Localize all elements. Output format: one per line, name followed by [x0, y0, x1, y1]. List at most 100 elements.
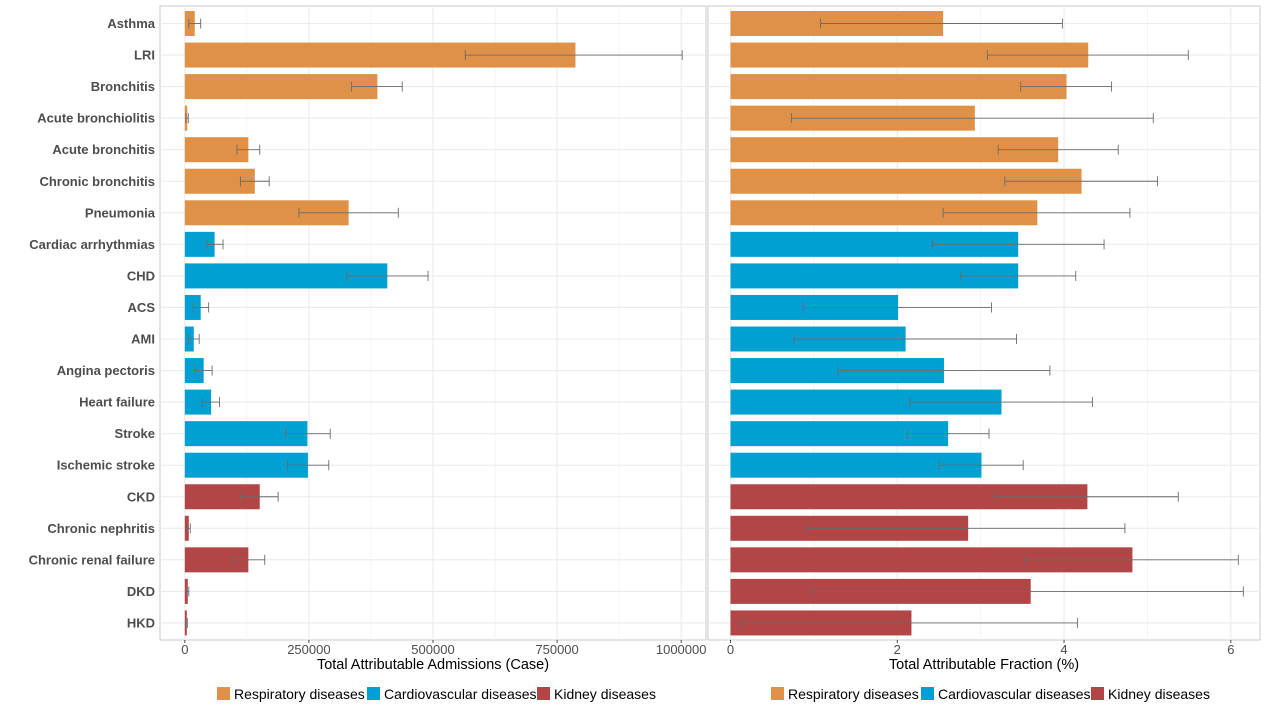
- error-bar: [810, 586, 1244, 597]
- legend-swatch: [537, 687, 550, 700]
- x-tick-label: 4: [1060, 642, 1067, 657]
- error-bar: [187, 334, 200, 344]
- error-bar: [793, 334, 1017, 344]
- bar-angina-pectoris: [184, 358, 204, 384]
- category-label: Acute bronchitis: [52, 142, 155, 157]
- bars: [730, 11, 1133, 636]
- legend-item-cardiovascular: Cardiovascular diseases: [921, 686, 1091, 702]
- category-labels: Asthma LRI Bronchitis Acute bronchiolitis Ac…: [29, 16, 156, 630]
- legend-swatch: [771, 687, 784, 700]
- error-bar: [1024, 554, 1239, 565]
- legend-label: Cardiovascular diseases: [938, 686, 1091, 702]
- x-axis-title: Total Attributable Fraction (%): [889, 657, 1079, 673]
- bar-chronic-nephritis: [184, 515, 189, 541]
- error-bar: [820, 18, 1063, 29]
- legend: Respiratory diseases Cardiovascular disea…: [217, 686, 656, 702]
- x-axis-title: Total Attributable Admissions (Case): [317, 657, 549, 673]
- legend-item-respiratory: Respiratory diseases: [771, 686, 919, 702]
- x-axis: 0 250000 500000 750000 1000000: [181, 640, 706, 657]
- error-bar: [960, 270, 1077, 281]
- error-bar: [285, 428, 331, 439]
- error-bar: [346, 270, 429, 281]
- category-label: HKD: [127, 615, 155, 630]
- legend-label: Cardiovascular diseases: [384, 686, 537, 702]
- legend-swatch: [1091, 687, 1104, 700]
- error-bar: [942, 207, 1131, 218]
- error-bar: [239, 176, 270, 187]
- error-bar: [206, 239, 224, 250]
- error-bar: [464, 50, 683, 61]
- panel-fraction: 0 2 4 6 Total Attributable Fraction (%) Respi…: [707, 5, 1261, 702]
- x-tick-label: 6: [1227, 642, 1234, 657]
- legend-item-kidney: Kidney diseases: [537, 686, 656, 702]
- category-label: Chronic bronchitis: [39, 174, 155, 189]
- x-axis: 0 2 4 6: [727, 640, 1234, 657]
- error-bar: [986, 50, 1189, 61]
- error-bar: [1004, 176, 1158, 187]
- category-label: Ischemic stroke: [57, 458, 155, 473]
- legend-item-cardiovascular: Cardiovascular diseases: [367, 686, 537, 702]
- x-tick-label: 0: [181, 642, 188, 657]
- legend-item-kidney: Kidney diseases: [1091, 686, 1210, 702]
- legend-label: Respiratory diseases: [234, 686, 365, 702]
- x-tick-label: 1000000: [656, 642, 707, 657]
- category-label: Chronic renal failure: [29, 552, 155, 567]
- error-bar: [201, 397, 221, 408]
- category-label: Angina pectoris: [57, 363, 155, 378]
- bar-acs: [184, 294, 201, 320]
- legend-label: Kidney diseases: [1108, 686, 1210, 702]
- category-label: DKD: [127, 584, 155, 599]
- category-label: LRI: [134, 48, 155, 63]
- bar-dkd: [184, 578, 188, 604]
- legend: Respiratory diseases Cardiovascular disea…: [771, 686, 1210, 702]
- x-tick-label: 750000: [535, 642, 578, 657]
- error-bar: [909, 397, 1093, 408]
- error-bar: [185, 113, 189, 124]
- legend-swatch: [921, 687, 934, 700]
- error-bar: [806, 523, 1126, 534]
- category-label: CKD: [127, 489, 155, 504]
- error-bar: [740, 617, 1078, 628]
- legend-label: Respiratory diseases: [788, 686, 919, 702]
- bar-bronchitis: [184, 74, 378, 100]
- error-bar: [186, 586, 190, 597]
- category-label: Heart failure: [79, 395, 155, 410]
- category-label: Acute bronchiolitis: [37, 111, 155, 126]
- error-bar: [194, 365, 213, 376]
- error-bar: [287, 460, 330, 471]
- error-bar: [239, 491, 279, 502]
- error-bar: [906, 428, 990, 439]
- error-bars: [185, 18, 683, 628]
- error-bar: [185, 617, 188, 628]
- error-bar: [188, 18, 202, 29]
- error-bar: [1020, 81, 1113, 92]
- x-tick-label: 2: [894, 642, 901, 657]
- bar-bronchitis: [730, 74, 1067, 100]
- error-bar: [298, 207, 399, 218]
- error-bar: [186, 523, 191, 534]
- legend-swatch: [367, 687, 380, 700]
- error-bar: [802, 302, 992, 313]
- category-label: Stroke: [115, 426, 155, 441]
- error-bar: [837, 365, 1051, 376]
- category-label: Pneumonia: [85, 205, 156, 220]
- legend-label: Kidney diseases: [554, 686, 656, 702]
- error-bar: [997, 144, 1119, 155]
- error-bar: [790, 113, 1154, 124]
- error-bar: [231, 554, 266, 565]
- category-label: Bronchitis: [91, 79, 155, 94]
- legend-item-respiratory: Respiratory diseases: [217, 686, 365, 702]
- panel-admissions: Asthma LRI Bronchitis Acute bronchiolitis Ac…: [29, 5, 707, 702]
- legend-swatch: [217, 687, 230, 700]
- x-tick-label: 500000: [411, 642, 454, 657]
- error-bar: [236, 144, 261, 155]
- error-bar: [994, 491, 1179, 502]
- error-bar: [938, 460, 1024, 471]
- error-bars: [740, 18, 1244, 628]
- error-bar: [192, 302, 210, 313]
- panel-border: [707, 5, 1261, 641]
- x-tick-label: 250000: [287, 642, 330, 657]
- x-tick-label: 0: [727, 642, 734, 657]
